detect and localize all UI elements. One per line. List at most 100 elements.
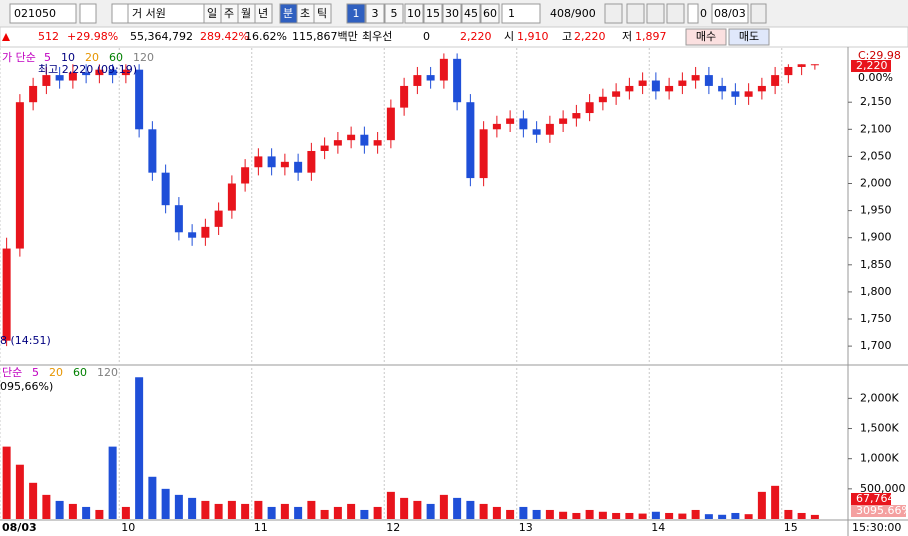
- candle-body: [347, 134, 356, 141]
- volume-bar: [771, 485, 780, 519]
- volume-bar: [453, 497, 462, 519]
- candle-body: [2, 248, 11, 341]
- candle-body: [29, 85, 38, 103]
- info-high-label: 고: [562, 30, 572, 43]
- info-low-label: 저: [622, 30, 632, 43]
- interval-button[interactable]: [480, 3, 500, 24]
- checkbox[interactable]: [687, 3, 699, 24]
- x-tick-label: 12: [386, 521, 400, 534]
- tool-button[interactable]: [604, 3, 623, 24]
- period-label[interactable]: 주: [224, 7, 234, 20]
- volume-bar: [121, 506, 130, 519]
- date-text[interactable]: 08/03: [714, 7, 746, 20]
- volume-bar: [704, 514, 713, 519]
- volume-bar: [214, 503, 223, 519]
- candle-body: [108, 69, 117, 76]
- period-label[interactable]: 일: [207, 6, 217, 20]
- volume-bar: [559, 511, 568, 519]
- info-open: 1,910: [517, 30, 549, 43]
- interval-button[interactable]: [423, 3, 443, 24]
- candle-body: [810, 64, 819, 66]
- period-label[interactable]: 틱: [317, 7, 327, 20]
- tool-button[interactable]: [666, 3, 685, 24]
- interval-label[interactable]: 1: [353, 7, 360, 20]
- buy-label[interactable]: 매수: [696, 30, 716, 43]
- period-button[interactable]: [254, 3, 273, 24]
- y-tick-label: 1,800: [860, 285, 892, 298]
- volume-bar: [612, 512, 621, 519]
- y-tick-label: 2,000: [860, 177, 892, 190]
- interval-button[interactable]: [365, 3, 385, 24]
- candle-body: [294, 161, 303, 173]
- interval-label[interactable]: 5: [391, 7, 398, 20]
- interval-label[interactable]: 15: [426, 7, 440, 20]
- y-tick-label: 1,900: [860, 231, 892, 244]
- interval-button[interactable]: [461, 3, 481, 24]
- period-label[interactable]: 월: [241, 7, 251, 20]
- volume-bar: [572, 512, 581, 519]
- candle-body: [439, 58, 448, 81]
- candle-body: [757, 85, 766, 92]
- option-text: 0: [700, 7, 707, 20]
- sell-button[interactable]: [728, 28, 770, 46]
- volume-bar: [267, 506, 276, 519]
- tool-button[interactable]: [626, 3, 645, 24]
- candle-body: [704, 75, 713, 86]
- buy-button[interactable]: [685, 28, 727, 46]
- count-text[interactable]: 1: [508, 7, 515, 20]
- volume-bar: [731, 512, 740, 519]
- search-button[interactable]: [79, 3, 97, 24]
- date-input[interactable]: [711, 3, 749, 24]
- sell-label[interactable]: 매도: [739, 30, 759, 43]
- candle-body: [559, 118, 568, 124]
- volume-rate-box: [851, 505, 906, 517]
- period-label[interactable]: 분: [283, 7, 293, 20]
- y-tick-label: 1,000K: [860, 452, 899, 465]
- volume-bar: [545, 509, 554, 519]
- code-text[interactable]: 021050: [14, 7, 56, 20]
- code-input[interactable]: [9, 3, 77, 24]
- interval-button[interactable]: [384, 3, 404, 24]
- legend-entry: 120: [97, 366, 118, 379]
- candle-body: [360, 134, 369, 146]
- y-tick-label: 2,050: [860, 149, 892, 162]
- count-input[interactable]: [501, 3, 541, 24]
- volume-bar: [68, 503, 77, 519]
- interval-button[interactable]: [346, 3, 366, 24]
- candle-body: [214, 210, 223, 227]
- candle-body: [466, 102, 475, 179]
- candle-body: [665, 85, 674, 92]
- candle-body: [532, 129, 541, 135]
- candle-body: [68, 72, 77, 81]
- y-tick-label: 500,000: [860, 482, 906, 495]
- tool-button[interactable]: [646, 3, 665, 24]
- volume-bar: [797, 512, 806, 519]
- interval-button[interactable]: [442, 3, 462, 24]
- volume-bar: [188, 497, 197, 519]
- high-annotation: 최고 2,220 (09:19): [38, 63, 137, 76]
- legend-entry: 20: [85, 51, 99, 64]
- candle-body: [506, 118, 515, 124]
- calendar-button[interactable]: [750, 3, 767, 24]
- volume-bar: [506, 509, 515, 519]
- interval-label[interactable]: 3: [372, 7, 379, 20]
- legend-entry: 5: [44, 51, 51, 64]
- name-text[interactable]: 거 서원: [132, 7, 166, 20]
- x-tick-label: 11: [254, 521, 268, 534]
- interval-button[interactable]: [404, 3, 424, 24]
- dropdown-button[interactable]: [111, 3, 129, 24]
- period-label[interactable]: 초: [300, 7, 310, 20]
- period-button[interactable]: [313, 3, 332, 24]
- candle-body: [320, 145, 329, 151]
- interval-label[interactable]: 45: [464, 7, 478, 20]
- candle-body: [148, 129, 157, 173]
- interval-label[interactable]: 60: [483, 7, 497, 20]
- volume-bar: [55, 500, 64, 519]
- interval-label[interactable]: 30: [445, 7, 459, 20]
- interval-label[interactable]: 10: [407, 7, 421, 20]
- x-tick-label: 10: [121, 521, 135, 534]
- volume-bar: [148, 476, 157, 519]
- candle-body: [572, 113, 581, 119]
- period-label[interactable]: 년: [258, 7, 268, 20]
